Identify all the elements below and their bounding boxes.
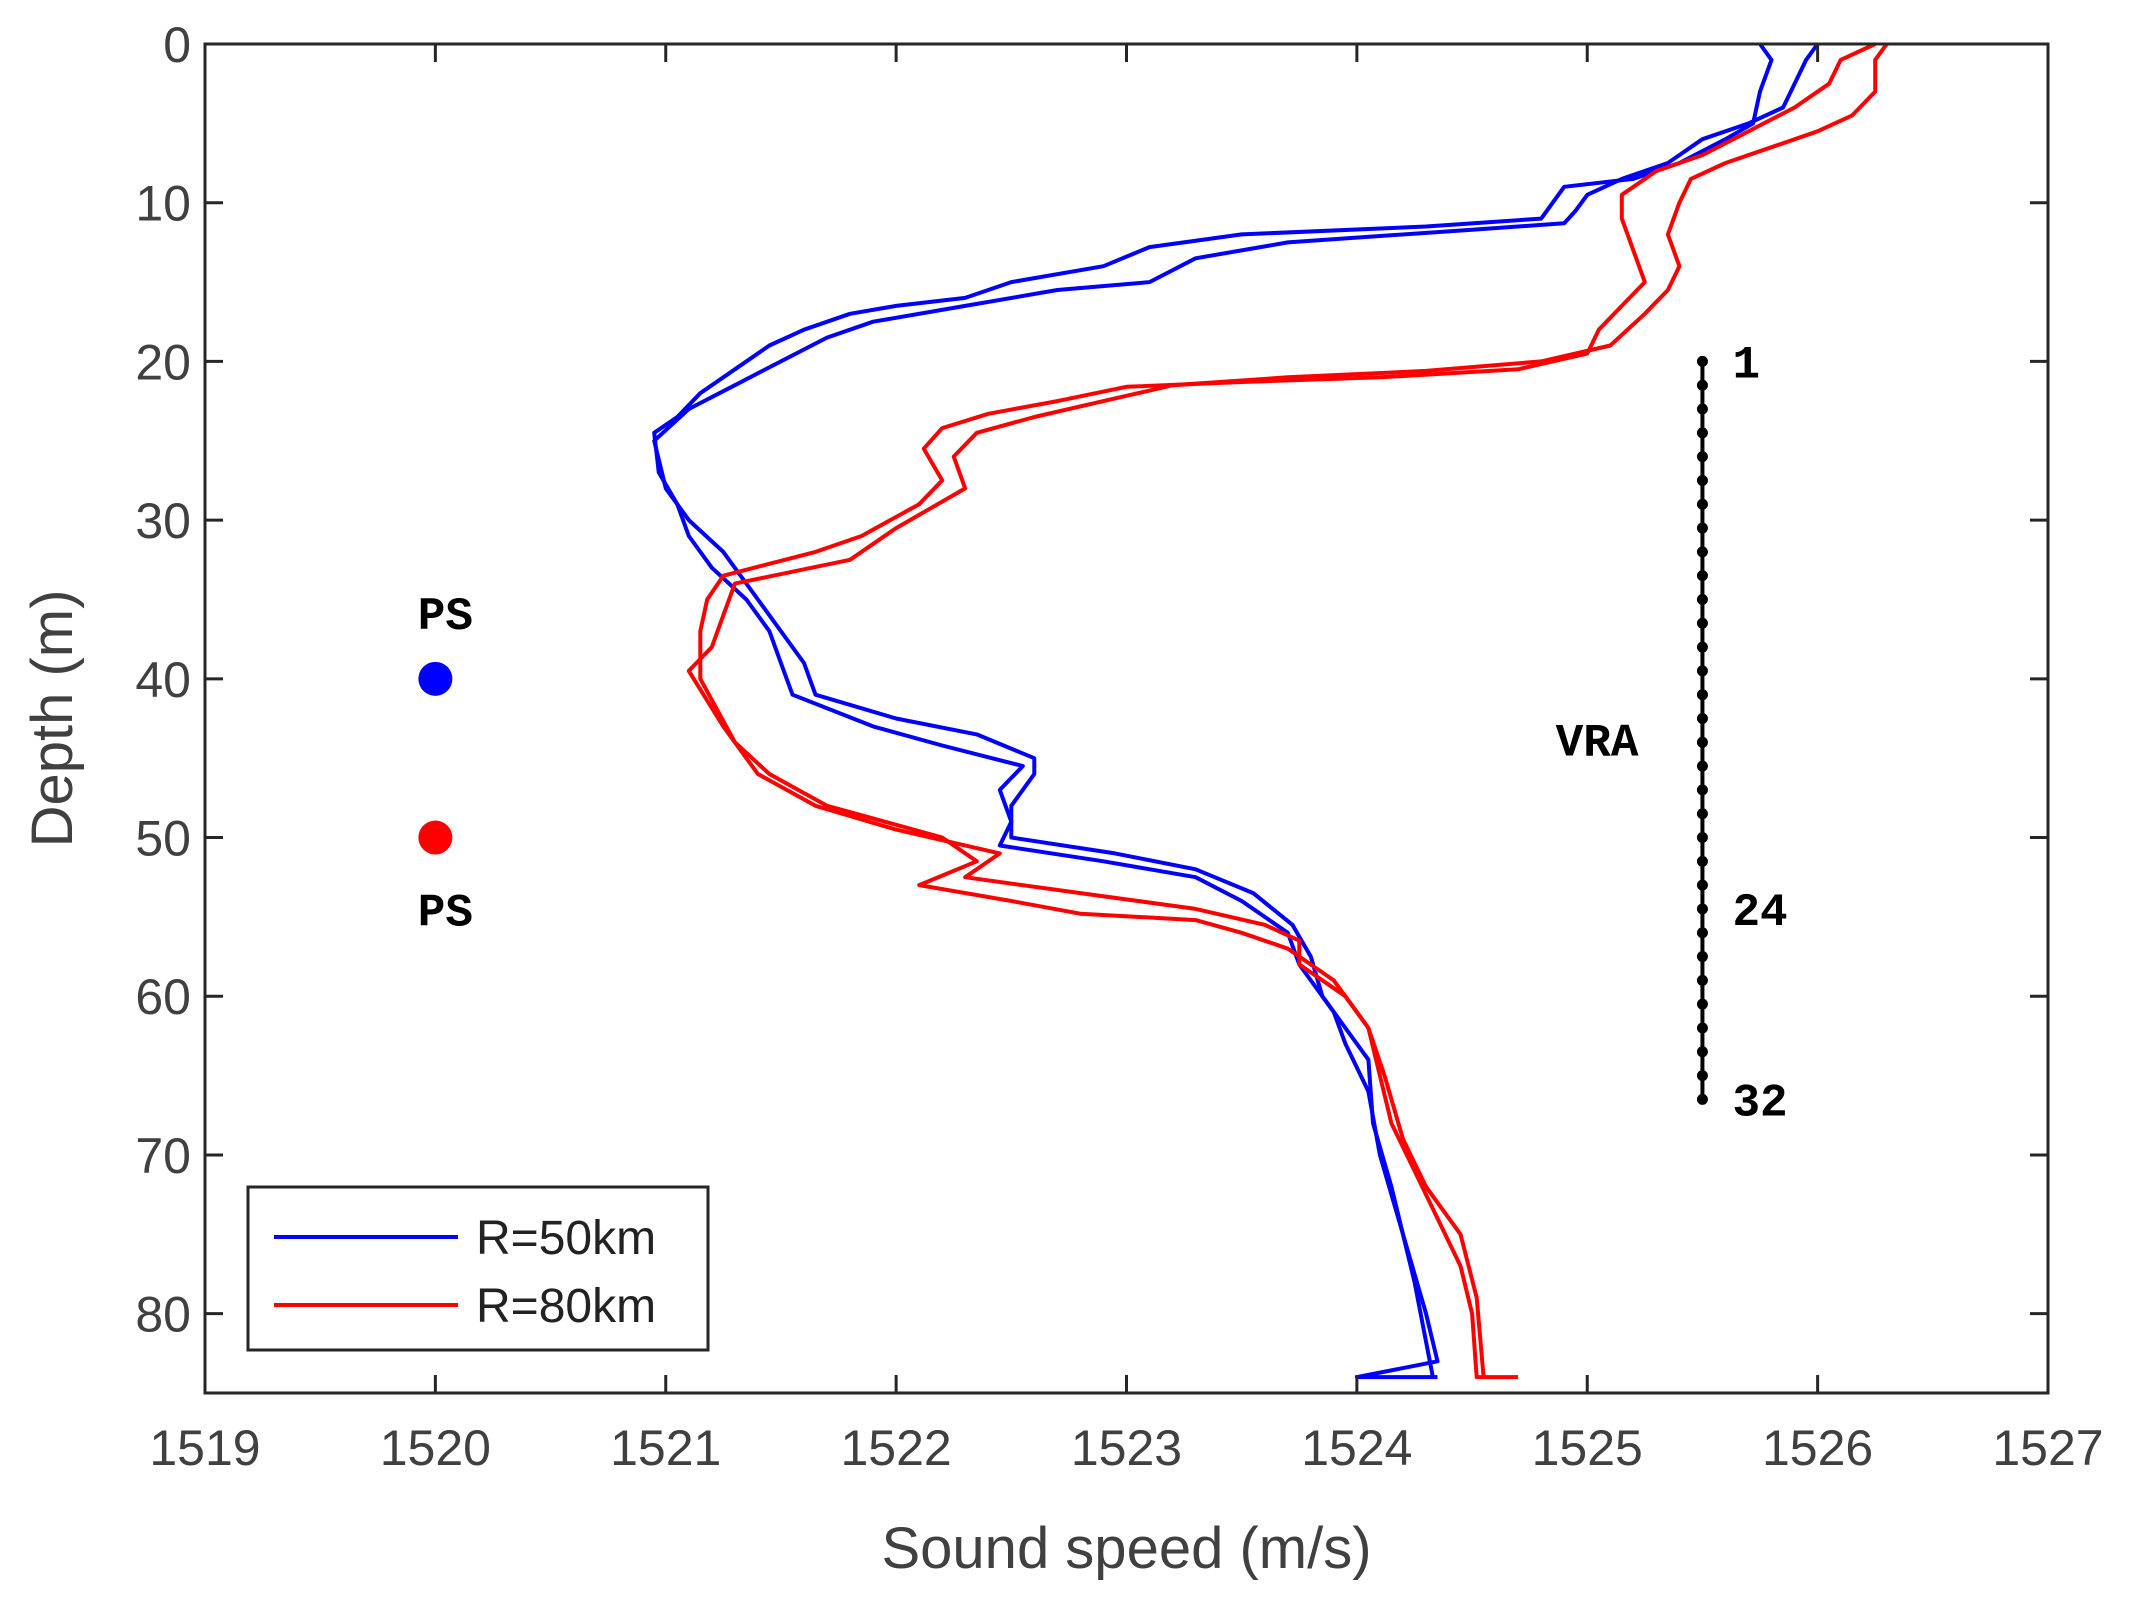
array-element xyxy=(1696,879,1708,891)
series-line-2 xyxy=(652,42,1820,1378)
array-element xyxy=(1696,784,1708,796)
array-element xyxy=(1696,855,1708,867)
y-tick-label: 40 xyxy=(135,652,191,708)
array-element xyxy=(1696,736,1708,748)
y-tick-label: 30 xyxy=(135,493,191,549)
y-tick-label: 50 xyxy=(135,811,191,867)
array-element xyxy=(1696,951,1708,963)
tick-layer: 1519 1520 1521 1522 1523 1524 1525 1526 1527 0 10 2… xyxy=(135,17,2103,1476)
array-element xyxy=(1696,1046,1708,1058)
x-tick-label: 1522 xyxy=(841,1420,952,1476)
x-tick-label: 1524 xyxy=(1301,1420,1412,1476)
x-tick-label: 1520 xyxy=(380,1420,491,1476)
array-element xyxy=(1696,689,1708,701)
array-element xyxy=(1696,903,1708,915)
array-element xyxy=(1696,403,1708,415)
source-label-2: PS xyxy=(418,888,473,940)
array-element xyxy=(1696,355,1708,367)
source-marker-1 xyxy=(418,661,453,696)
array-element xyxy=(1696,427,1708,439)
source-marker-2 xyxy=(418,820,453,855)
series-layer xyxy=(652,42,1889,1380)
array-element xyxy=(1696,760,1708,772)
array-element xyxy=(1696,593,1708,605)
array-element xyxy=(1696,1093,1708,1105)
x-axis-title: Sound speed (m/s) xyxy=(881,1516,1371,1581)
array-element xyxy=(1696,522,1708,534)
array-element xyxy=(1696,1070,1708,1082)
y-tick-label: 70 xyxy=(135,1128,191,1184)
x-tick-label: 1527 xyxy=(1992,1420,2103,1476)
array-element-label: 1 xyxy=(1732,339,1760,391)
legend-label-r50: R=50km xyxy=(476,1212,656,1265)
array-element xyxy=(1696,617,1708,629)
legend: R=50km R=80km xyxy=(246,1185,710,1352)
x-tick-label: 1521 xyxy=(610,1420,721,1476)
array-element xyxy=(1696,379,1708,391)
y-axis-title: Depth (m) xyxy=(20,590,85,848)
array-element xyxy=(1696,498,1708,510)
x-tick-label: 1523 xyxy=(1071,1420,1182,1476)
marker-layer: PS PS xyxy=(418,591,473,940)
y-tick-label: 0 xyxy=(163,17,191,73)
array-element xyxy=(1696,808,1708,820)
x-tick-label: 1519 xyxy=(149,1420,260,1476)
array-element xyxy=(1696,832,1708,844)
legend-box xyxy=(246,1185,710,1352)
array-layer: 1 24 32 VRA xyxy=(1556,339,1788,1129)
array-element xyxy=(1696,474,1708,486)
y-tick-label: 20 xyxy=(135,334,191,390)
array-element xyxy=(1696,998,1708,1010)
array-element xyxy=(1696,713,1708,724)
x-tick-label: 1526 xyxy=(1762,1420,1873,1476)
array-element xyxy=(1696,665,1708,677)
array-element xyxy=(1696,546,1708,558)
array-element xyxy=(1696,570,1708,582)
y-tick-label: 80 xyxy=(135,1287,191,1343)
source-label-1: PS xyxy=(418,591,473,643)
y-tick-label: 60 xyxy=(135,969,191,1025)
array-element-label: 24 xyxy=(1732,887,1787,939)
legend-label-r80: R=80km xyxy=(476,1280,656,1333)
array-label: VRA xyxy=(1556,717,1639,769)
array-element xyxy=(1696,451,1708,463)
series-line-1 xyxy=(652,42,1774,1380)
array-element xyxy=(1696,974,1708,986)
array-element xyxy=(1696,1022,1708,1034)
y-tick-label: 10 xyxy=(135,176,191,232)
x-tick-label: 1525 xyxy=(1532,1420,1643,1476)
array-element-label: 32 xyxy=(1732,1077,1787,1129)
series-line-4 xyxy=(686,42,1889,1378)
array-element xyxy=(1696,927,1708,939)
array-element xyxy=(1696,641,1708,653)
